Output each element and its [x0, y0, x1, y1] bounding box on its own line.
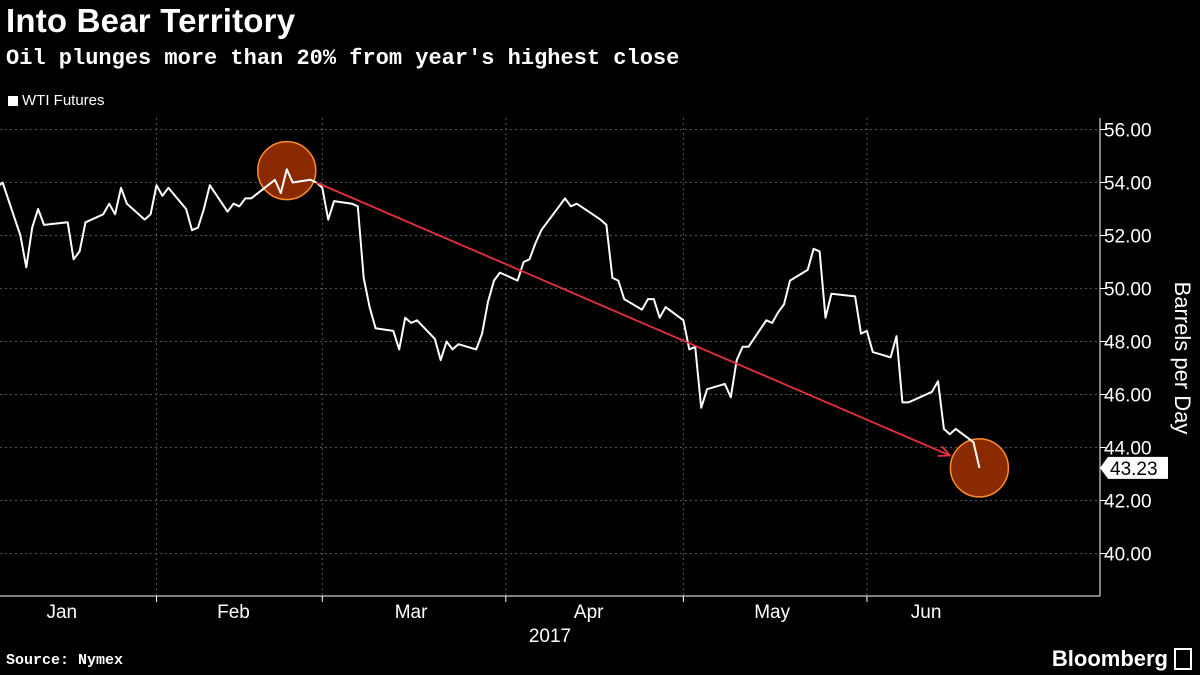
y-tick-label: 52.00	[1104, 227, 1152, 248]
source-note: Source: Nymex	[6, 652, 124, 669]
y-tick-label: 48.00	[1104, 333, 1152, 354]
x-tick-label: May	[754, 602, 790, 623]
legend-label: WTI Futures	[22, 92, 105, 109]
y-tick-label: 56.00	[1104, 121, 1152, 142]
trend-arrow-head	[937, 445, 952, 457]
last-value-badge	[1100, 456, 1168, 479]
x-tick-label: Apr	[574, 602, 604, 623]
highlight-circle	[949, 438, 1010, 498]
legend: WTI Futures	[8, 92, 105, 109]
x-tick-label: Jun	[911, 602, 942, 623]
x-tick-label: Feb	[217, 602, 250, 623]
series-line-wti	[0, 168, 981, 469]
brand-name: Bloomberg	[1051, 646, 1168, 671]
x-axis-label: 2017	[529, 626, 571, 647]
last-value-label: 43.23	[1110, 459, 1158, 480]
y-tick-label: 40.00	[1104, 545, 1152, 566]
y-axis-label: Barrels per Day	[1170, 282, 1195, 435]
y-tick-label: 44.00	[1104, 439, 1152, 460]
chart-subtitle: Oil plunges more than 20% from year's hi…	[6, 46, 680, 71]
y-tick-label: 42.00	[1104, 492, 1152, 513]
y-tick-label: 54.00	[1104, 174, 1152, 195]
legend-swatch	[8, 95, 18, 106]
x-tick-label: Mar	[395, 602, 428, 623]
bloomberg-terminal-icon	[1174, 648, 1192, 670]
brand-logo: Bloomberg	[1052, 646, 1192, 672]
x-tick-label: Jan	[46, 602, 77, 623]
chart-title: Into Bear Territory	[6, 2, 296, 39]
y-tick-label: 46.00	[1104, 386, 1152, 407]
y-tick-label: 50.00	[1104, 280, 1152, 301]
trend-arrow-line	[316, 181, 951, 457]
